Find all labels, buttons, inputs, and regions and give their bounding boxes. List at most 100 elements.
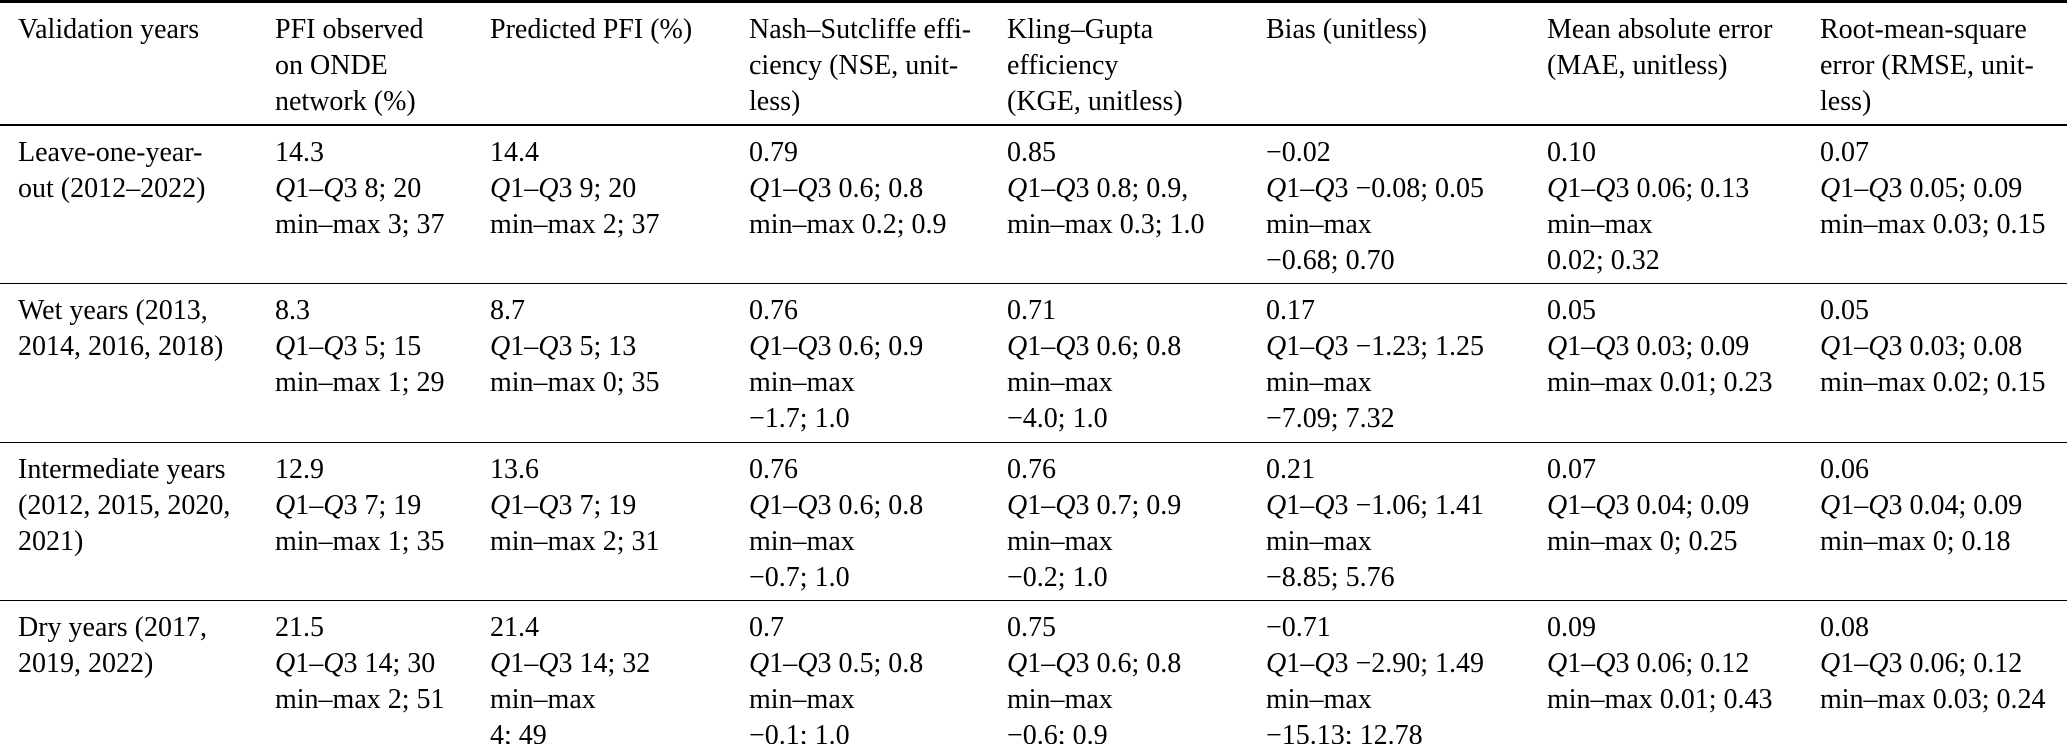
cell-line: Q1–Q3 5; 15 <box>275 331 422 362</box>
cell-line: 0.79 <box>749 137 798 168</box>
cell-line: −0.2; 1.0 <box>1007 562 1108 593</box>
cell-line: Q1–Q3 0.6; 0.8 <box>749 490 924 521</box>
cell-line: 0.71 <box>1007 295 1056 326</box>
cell-line: 0.21 <box>1266 454 1315 485</box>
table-body: Leave-one-year-out (2012–2022) 14.3 Q1–Q3 … <box>0 125 2067 744</box>
cell-bias: 0.21 Q1–Q3 −1.06; 1.41 min–max −8.85; 5.76 <box>1266 442 1547 601</box>
cell-kge: 0.75 Q1–Q3 0.6; 0.8 min–max −0.6; 0.9 <box>1007 600 1266 744</box>
cell-line: Q1–Q3 0.03; 0.08 <box>1820 331 2023 362</box>
row-label-line: Leave-one-year- <box>18 137 203 168</box>
cell-pfi-observed: 8.3 Q1–Q3 5; 15 min–max 1; 29 <box>275 283 490 443</box>
header-line: Kling–Gupta <box>1007 14 1154 45</box>
cell-line: min–max <box>1266 209 1372 240</box>
cell-line: Q1–Q3 0.5; 0.8 <box>749 648 924 679</box>
cell-mae: 0.09 Q1–Q3 0.06; 0.12 min–max 0.01; 0.43 <box>1547 600 1820 744</box>
cell-line: 0.09 <box>1547 612 1596 643</box>
cell-line: −0.71 <box>1266 612 1331 643</box>
cell-line: min–max 1; 35 <box>275 526 445 557</box>
cell-line: Q1–Q3 −0.08; 0.05 <box>1266 173 1485 204</box>
column-header-pfi-observed: PFI observed on ONDE network (%) <box>275 1 490 126</box>
cell-line: Q1–Q3 0.06; 0.12 <box>1547 648 1750 679</box>
cell-line: min–max 0.02; 0.15 <box>1820 367 2046 398</box>
cell-line: min–max 0; 0.18 <box>1820 526 2011 557</box>
cell-pfi-observed: 14.3 Q1–Q3 8; 20 min–max 3; 37 <box>275 125 490 284</box>
cell-line: 14.4 <box>490 137 539 168</box>
table-row: Wet years (2013, 2014, 2016, 2018) 8.3 Q1–Q… <box>0 283 2067 443</box>
header-line: ciency (NSE, unit- <box>749 50 959 81</box>
row-label-line: Dry years (2017, <box>18 612 207 643</box>
row-label-line: Intermediate years <box>18 454 226 485</box>
cell-line: min–max 0.2; 0.9 <box>749 209 947 240</box>
cell-line: 14.3 <box>275 137 324 168</box>
cell-line: min–max 3; 37 <box>275 209 445 240</box>
header-line: less) <box>1820 86 1872 117</box>
cell-line: Q1–Q3 5; 13 <box>490 331 637 362</box>
row-label-line: 2021) <box>18 526 84 557</box>
cell-line: Q1–Q3 0.06; 0.12 <box>1820 648 2023 679</box>
cell-line: min–max <box>1007 526 1113 557</box>
cell-line: Q1–Q3 7; 19 <box>490 490 637 521</box>
cell-line: 0.05 <box>1820 295 1869 326</box>
header-line: Root-mean-square <box>1820 14 2027 45</box>
cell-kge: 0.85 Q1–Q3 0.8; 0.9, min–max 0.3; 1.0 <box>1007 125 1266 284</box>
cell-line: 0.07 <box>1820 137 1869 168</box>
cell-line: min–max <box>749 367 855 398</box>
cell-nse: 0.76 Q1–Q3 0.6; 0.9 min–max −1.7; 1.0 <box>749 283 1007 443</box>
cell-line: 13.6 <box>490 454 539 485</box>
row-label-line: Wet years (2013, <box>18 295 208 326</box>
cell-line: min–max 0.03; 0.15 <box>1820 209 2046 240</box>
cell-line: min–max 2; 51 <box>275 684 445 715</box>
cell-mae: 0.10 Q1–Q3 0.06; 0.13 min–max 0.02; 0.32 <box>1547 125 1820 284</box>
header-line: Bias (unitless) <box>1266 14 1427 45</box>
cell-line: 0.17 <box>1266 295 1315 326</box>
cell-bias: 0.17 Q1–Q3 −1.23; 1.25 min–max −7.09; 7.32 <box>1266 283 1547 443</box>
cell-line: Q1–Q3 14; 30 <box>275 648 436 679</box>
cell-line: Q1–Q3 0.8; 0.9, <box>1007 173 1189 204</box>
cell-line: Q1–Q3 0.6; 0.8 <box>749 173 924 204</box>
row-label: Leave-one-year-out (2012–2022) <box>0 125 275 284</box>
cell-line: Q1–Q3 7; 19 <box>275 490 422 521</box>
cell-line: 0.75 <box>1007 612 1056 643</box>
cell-predicted-pfi: 13.6 Q1–Q3 7; 19 min–max 2; 31 <box>490 442 749 601</box>
cell-line: Q1–Q3 0.6; 0.9 <box>749 331 924 362</box>
header-line: less) <box>749 86 801 117</box>
cell-line: min–max <box>1007 684 1113 715</box>
cell-line: 21.4 <box>490 612 539 643</box>
header-line: efficiency <box>1007 50 1119 81</box>
cell-mae: 0.05 Q1–Q3 0.03; 0.09 min–max 0.01; 0.23 <box>1547 283 1820 443</box>
cell-line: min–max <box>1547 209 1653 240</box>
cell-line: 8.7 <box>490 295 525 326</box>
header-line: PFI observed <box>275 14 424 45</box>
header-line: error (RMSE, unit- <box>1820 50 2034 81</box>
cell-line: Q1–Q3 0.03; 0.09 <box>1547 331 1750 362</box>
cell-line: Q1–Q3 −1.23; 1.25 <box>1266 331 1485 362</box>
cell-line: −8.85; 5.76 <box>1266 562 1395 593</box>
cell-line: 0.08 <box>1820 612 1869 643</box>
cell-nse: 0.76 Q1–Q3 0.6; 0.8 min–max −0.7; 1.0 <box>749 442 1007 601</box>
cell-line: Q1–Q3 14; 32 <box>490 648 651 679</box>
cell-line: −1.7; 1.0 <box>749 403 850 434</box>
cell-line: Q1–Q3 8; 20 <box>275 173 422 204</box>
cell-line: −0.68; 0.70 <box>1266 245 1395 276</box>
cell-line: 0.07 <box>1547 454 1596 485</box>
header-row: Validation years PFI observed on ONDE netwo… <box>0 1 2067 126</box>
cell-line: min–max 0.01; 0.43 <box>1547 684 1773 715</box>
cell-line: min–max <box>1266 684 1372 715</box>
cell-line: min–max 0; 35 <box>490 367 660 398</box>
cell-line: −4.0; 1.0 <box>1007 403 1108 434</box>
cell-line: 0.76 <box>749 295 798 326</box>
column-header-bias: Bias (unitless) <box>1266 1 1547 126</box>
cell-line: min–max 0; 0.25 <box>1547 526 1738 557</box>
cell-line: min–max 0.3; 1.0 <box>1007 209 1205 240</box>
cell-kge: 0.76 Q1–Q3 0.7; 0.9 min–max −0.2; 1.0 <box>1007 442 1266 601</box>
cell-line: 4; 49 <box>490 720 547 744</box>
cell-bias: −0.02 Q1–Q3 −0.08; 0.05 min–max −0.68; 0.70 <box>1266 125 1547 284</box>
column-header-validation-years: Validation years <box>0 1 275 126</box>
cell-line: −0.02 <box>1266 137 1331 168</box>
header-line: (KGE, unitless) <box>1007 86 1183 117</box>
cell-line: Q1–Q3 −1.06; 1.41 <box>1266 490 1485 521</box>
cell-line: 0.85 <box>1007 137 1056 168</box>
cell-line: min–max <box>1266 367 1372 398</box>
cell-line: Q1–Q3 0.04; 0.09 <box>1547 490 1750 521</box>
